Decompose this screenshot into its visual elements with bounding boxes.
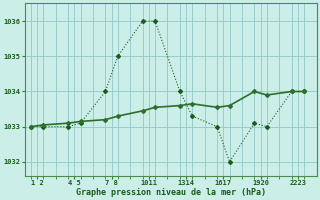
X-axis label: Graphe pression niveau de la mer (hPa): Graphe pression niveau de la mer (hPa) bbox=[76, 188, 266, 197]
